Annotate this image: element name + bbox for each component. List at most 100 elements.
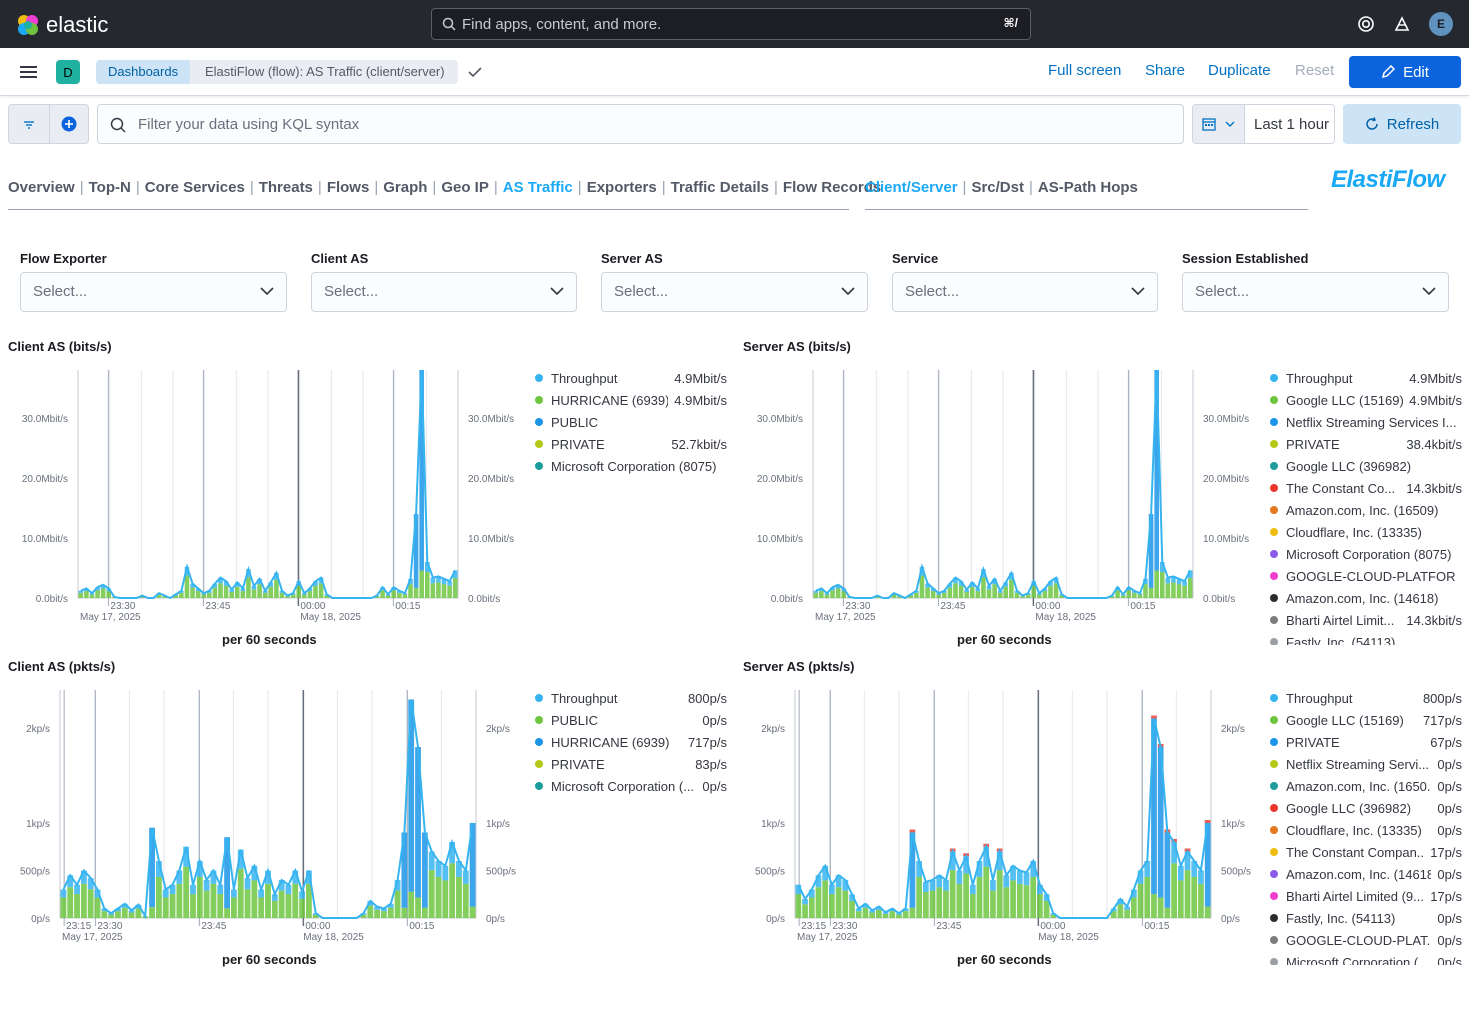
control-select[interactable]: Select... [311, 272, 577, 312]
bar-segment [1151, 894, 1157, 918]
newsfeed-icon[interactable] [1393, 15, 1411, 33]
bar-segment [996, 851, 1003, 871]
nav-tab-core-services[interactable]: Core Services [144, 179, 245, 196]
legend-item[interactable]: Google LLC (396982) 0p/s [1270, 797, 1462, 819]
kql-search-input[interactable]: Filter your data using KQL syntax [97, 104, 1184, 144]
legend-item[interactable]: PRIVATE 38.4kbit/s [1270, 433, 1462, 455]
nav-tab-traffic-details[interactable]: Traffic Details [670, 179, 769, 196]
full-screen-link[interactable]: Full screen [1048, 62, 1122, 79]
legend-item[interactable]: Throughput 800p/s [535, 687, 727, 709]
legend-item[interactable]: HURRICANE (6939) 4.9Mbit/s [535, 389, 727, 411]
legend-item[interactable]: Netflix Streaming Services I... [1270, 411, 1462, 433]
legend-item[interactable]: Netflix Streaming Servi... 0p/s [1270, 753, 1462, 775]
user-avatar[interactable]: E [1429, 12, 1453, 36]
legend-item[interactable]: Google LLC (15169) 4.9Mbit/s [1270, 389, 1462, 411]
legend-item[interactable]: The Constant Co... 14.3kbit/s [1270, 477, 1462, 499]
legend-item[interactable]: Fastly, Inc. (54113) [1270, 631, 1462, 645]
legend-item[interactable]: Throughput 800p/s [1270, 687, 1462, 709]
legend-value: 0p/s [1437, 866, 1462, 882]
nav-tab-geo-ip[interactable]: Geo IP [441, 179, 489, 196]
legend-item[interactable]: HURRICANE (6939) 717p/s [535, 731, 727, 753]
elastic-logo[interactable]: elastic [16, 12, 108, 38]
legend-item[interactable]: PUBLIC [535, 411, 727, 433]
subtab-client-server[interactable]: Client/Server [865, 179, 958, 196]
legend-item[interactable]: Throughput 4.9Mbit/s [1270, 367, 1462, 389]
subtab-src-dst[interactable]: Src/Dst [971, 179, 1024, 196]
filter-menu-button[interactable] [8, 104, 89, 144]
legend-item[interactable]: Microsoft Corporation (8075) [1270, 543, 1462, 565]
reset-link[interactable]: Reset [1295, 62, 1335, 79]
quick-menu-button[interactable] [1193, 105, 1245, 143]
control-select[interactable]: Select... [892, 272, 1158, 312]
legend-item[interactable]: Microsoft Corporation (... 0p/s [535, 775, 727, 797]
global-search-input[interactable]: Find apps, content, and more. ⌘/ [431, 8, 1031, 40]
menu-icon[interactable] [20, 66, 37, 78]
server-as-bits-chart[interactable]: 0.0bit/s 0.0bit/s 10.0Mbit/s 10.0Mbit/s 20.0… [735, 360, 1265, 630]
bar-segment [360, 914, 367, 918]
client-as-bits-chart[interactable]: 0.0bit/s 0.0bit/s 10.0Mbit/s 10.0Mbit/s 20.0… [0, 360, 530, 630]
legend-item[interactable]: Microsoft Corporation (8075) [535, 455, 727, 477]
bar-segment [212, 587, 218, 598]
nav-tab-flow-records[interactable]: Flow Records [782, 179, 882, 196]
legend-item[interactable]: Bharti Airtel Limit... 14.3kbit/s [1270, 609, 1462, 631]
space-avatar[interactable]: D [56, 60, 80, 84]
legend-item[interactable]: PRIVATE 67p/s [1270, 731, 1462, 753]
legend-item[interactable]: Amazon.com, Inc. (16509) [1270, 499, 1462, 521]
bar-segment [1130, 889, 1137, 898]
legend-item[interactable]: Microsoft Corporation (... 0p/s [1270, 951, 1462, 965]
bar-segment [419, 370, 424, 571]
bar-segment [397, 592, 402, 598]
bar-segment [184, 575, 190, 598]
legend-item[interactable]: Bharti Airtel Limited (9... 17p/s [1270, 885, 1462, 907]
legend-item[interactable]: The Constant Compan... 17p/s [1270, 841, 1462, 863]
bar-segment [925, 587, 930, 598]
legend-label: Cloudflare, Inc. (13335) [1286, 524, 1422, 540]
breadcrumb-dashboards[interactable]: Dashboards [96, 60, 193, 84]
subtab-as-path-hops[interactable]: AS-Path Hops [1037, 179, 1138, 196]
control-select[interactable]: Select... [20, 272, 287, 312]
bar-segment [156, 594, 162, 598]
legend-item[interactable]: Amazon.com, Inc. (14618) [1270, 587, 1462, 609]
duplicate-link[interactable]: Duplicate [1208, 62, 1271, 79]
nav-tab-as-traffic[interactable]: AS Traffic [502, 179, 573, 196]
bar-segment [949, 851, 956, 871]
legend-item[interactable]: PRIVATE 52.7kbit/s [535, 433, 727, 455]
legend-item[interactable]: GOOGLE-CLOUD-PLATFOR... [1270, 565, 1462, 587]
share-link[interactable]: Share [1145, 62, 1186, 79]
control-select[interactable]: Select... [601, 272, 868, 312]
nav-tab-exporters[interactable]: Exporters [586, 179, 657, 196]
legend-item[interactable]: Amazon.com, Inc. (14618) 0p/s [1270, 863, 1462, 885]
legend-item[interactable]: Cloudflare, Inc. (13335) [1270, 521, 1462, 543]
bar-segment [95, 587, 100, 591]
refresh-button[interactable]: Refresh [1343, 104, 1461, 144]
bar-segment [274, 572, 279, 580]
bar-segment [224, 908, 230, 918]
legend-item[interactable]: Amazon.com, Inc. (1650... 0p/s [1270, 775, 1462, 797]
control-select[interactable]: Select... [1182, 272, 1449, 312]
legend-item[interactable]: GOOGLE-CLOUD-PLAT... 0p/s [1270, 929, 1462, 951]
select-value: Select... [614, 283, 669, 300]
nav-tab-threats[interactable]: Threats [258, 179, 313, 196]
bar-segment [1165, 583, 1171, 598]
edit-button[interactable]: Edit [1349, 56, 1461, 88]
legend-item[interactable]: Google LLC (396982) [1270, 455, 1462, 477]
legend-item[interactable]: PUBLIC 0p/s [535, 709, 727, 731]
add-filter-icon[interactable] [61, 116, 77, 132]
checkmark-icon[interactable] [468, 66, 482, 78]
legend-color-dot [1270, 958, 1278, 965]
nav-tab-overview[interactable]: Overview [8, 179, 75, 196]
nav-tab-flows[interactable]: Flows [326, 179, 370, 196]
client-as-pkts-chart[interactable]: 0p/s 0p/s 500p/s 500p/s 1kp/s 1kp/s 2kp/s 2kp/s… [0, 680, 530, 950]
legend-item[interactable]: Throughput 4.9Mbit/s [535, 367, 727, 389]
legend-item[interactable]: Google LLC (15169) 717p/s [1270, 709, 1462, 731]
legend-item[interactable]: Cloudflare, Inc. (13335) 0p/s [1270, 819, 1462, 841]
legend-color-dot [535, 782, 543, 790]
nav-tab-top-n[interactable]: Top-N [88, 179, 131, 196]
legend-item[interactable]: PRIVATE 83p/s [535, 753, 727, 775]
date-picker[interactable]: Last 1 hour [1192, 104, 1335, 144]
help-icon[interactable] [1357, 15, 1375, 33]
nav-tab-graph[interactable]: Graph [383, 179, 428, 196]
legend-item[interactable]: Fastly, Inc. (54113) 0p/s [1270, 907, 1462, 929]
bar-segment [387, 907, 394, 918]
server-as-pkts-chart[interactable]: 0p/s 0p/s 500p/s 500p/s 1kp/s 1kp/s 2kp/s 2kp/s… [735, 680, 1265, 950]
